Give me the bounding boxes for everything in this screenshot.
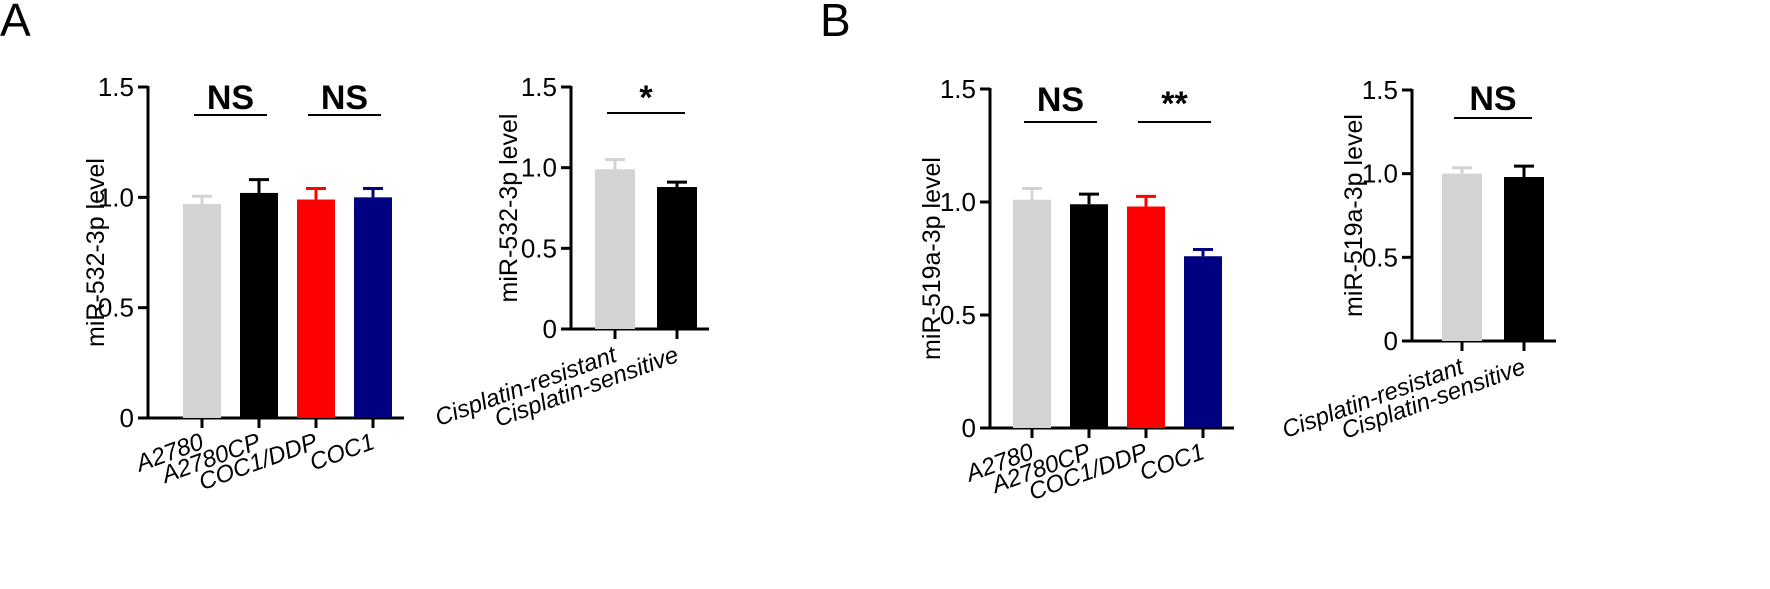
- x-category-label: COC1: [306, 428, 378, 476]
- bar-1: [183, 203, 221, 418]
- y-tick-label: 0: [543, 314, 557, 344]
- y-tick-label: 1.0: [521, 153, 557, 183]
- significance-label: NS: [321, 79, 368, 117]
- y-tick-label: 0.5: [1362, 242, 1398, 272]
- y-axis-title: miR-519a-3p level: [918, 157, 946, 360]
- y-tick-label: 0.5: [98, 293, 134, 323]
- y-tick-label: 0.5: [940, 300, 976, 330]
- y-tick-label: 1.0: [1362, 159, 1398, 189]
- bar-4: [354, 197, 392, 418]
- y-tick-label: 0: [962, 413, 976, 443]
- bar-2: [1504, 177, 1544, 341]
- y-tick-label: 0: [1384, 326, 1398, 356]
- bar-3: [297, 199, 335, 418]
- y-tick-label: 1.5: [1362, 75, 1398, 105]
- y-tick-label: 1.5: [521, 72, 557, 102]
- significance-label: NS: [207, 79, 254, 117]
- significance-label: NS: [1037, 81, 1084, 119]
- y-tick-label: 1.5: [940, 74, 976, 104]
- bar-1: [1442, 173, 1482, 341]
- x-category-label: COC1: [1136, 438, 1208, 486]
- significance-label: *: [639, 79, 653, 117]
- bar-2: [1070, 204, 1108, 428]
- bar-2: [657, 187, 697, 329]
- y-tick-label: 0: [120, 403, 134, 433]
- panel-label-b: B: [820, 0, 851, 46]
- bar-4: [1184, 256, 1222, 428]
- significance-label: NS: [1469, 80, 1516, 118]
- y-axis-title: miR-532-3p level: [82, 158, 110, 347]
- significance-label: **: [1161, 85, 1188, 123]
- y-axis-title: miR-519a-3p level: [1340, 114, 1368, 317]
- bar-2: [240, 192, 278, 418]
- panel-label-a: A: [0, 0, 31, 46]
- y-tick-label: 1.0: [98, 182, 134, 212]
- y-tick-label: 0.5: [521, 233, 557, 263]
- y-tick-label: 1.0: [940, 187, 976, 217]
- bar-3: [1127, 206, 1165, 428]
- y-axis-title: miR-532-3p level: [495, 114, 523, 303]
- y-tick-label: 1.5: [98, 72, 134, 102]
- bar-1: [595, 169, 635, 329]
- bar-1: [1013, 199, 1051, 428]
